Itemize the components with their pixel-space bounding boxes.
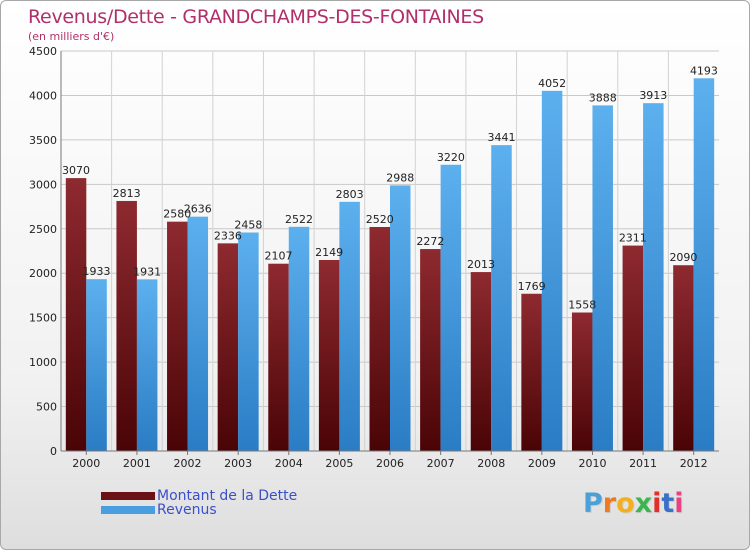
- bar-revenus: [136, 279, 158, 451]
- data-label-dette: 2311: [619, 232, 647, 245]
- data-label-dette: 2580: [163, 208, 191, 221]
- data-label-dette: 2107: [265, 250, 293, 263]
- x-tick-label: 2009: [528, 457, 556, 470]
- bar-revenus: [187, 216, 209, 451]
- x-tick-label: 2000: [72, 457, 100, 470]
- chart-title: Revenus/Dette - GRANDCHAMPS-DES-FONTAINE…: [28, 6, 484, 28]
- logo-letter: P: [583, 488, 603, 519]
- x-tick-label: 2011: [629, 457, 657, 470]
- bar-revenus: [440, 164, 462, 451]
- x-tick-label: 2007: [427, 457, 455, 470]
- data-label-revenus: 3888: [589, 91, 617, 104]
- bar-dette: [420, 249, 441, 451]
- bar-dette: [116, 200, 137, 451]
- legend-label-revenus: Revenus: [157, 502, 217, 518]
- logo-letter: t: [661, 488, 675, 519]
- y-tick-label: 1000: [29, 356, 57, 369]
- x-tick-label: 2012: [680, 457, 708, 470]
- y-tick-label: 0: [50, 445, 57, 458]
- chart-subtitle: (en milliers d'€): [28, 30, 115, 43]
- x-tick-label: 2005: [325, 457, 353, 470]
- data-label-revenus: 3220: [437, 151, 465, 164]
- data-label-revenus: 3441: [487, 131, 515, 144]
- bar-revenus: [390, 185, 411, 451]
- bar-dette: [622, 245, 644, 451]
- x-tick-label: 2004: [275, 457, 303, 470]
- data-label-revenus: 2522: [285, 213, 313, 226]
- bar-dette: [217, 243, 239, 451]
- data-label-revenus: 4052: [538, 77, 566, 90]
- logo-letter: i: [674, 488, 684, 519]
- y-tick-label: 3000: [29, 178, 57, 191]
- data-label-dette: 2336: [214, 229, 242, 242]
- bar-revenus: [643, 103, 664, 451]
- bar-dette: [673, 265, 694, 451]
- data-label-revenus: 2458: [234, 219, 262, 232]
- bar-dette: [167, 221, 188, 451]
- legend-label-debt: Montant de la Dette: [157, 488, 298, 504]
- data-label-dette: 2272: [416, 235, 444, 248]
- bar-dette: [268, 263, 289, 451]
- bars: [65, 78, 715, 452]
- bar-revenus: [86, 279, 107, 451]
- legend-item-debt: Montant de la Dette: [101, 488, 297, 504]
- y-tick-label: 1500: [29, 312, 57, 325]
- data-label-dette: 2520: [366, 213, 394, 226]
- bar-dette: [521, 293, 542, 451]
- y-tick-label: 3500: [29, 134, 57, 147]
- logo-letter: x: [634, 488, 653, 519]
- x-tick-label: 2010: [578, 457, 606, 470]
- x-tick-label: 2003: [224, 457, 252, 470]
- bar-revenus: [693, 78, 715, 452]
- data-label-dette: 2013: [467, 258, 495, 271]
- x-tick-label: 2006: [376, 457, 404, 470]
- bar-revenus: [491, 145, 512, 451]
- data-label-dette: 1769: [518, 280, 546, 293]
- data-label-dette: 2090: [669, 251, 697, 264]
- data-label-revenus: 2636: [184, 203, 212, 216]
- bar-revenus: [592, 105, 613, 452]
- x-tick-label: 2008: [477, 457, 505, 470]
- y-tick-label: 2000: [29, 267, 57, 280]
- bar-dette: [318, 259, 340, 451]
- data-label-dette: 3070: [62, 164, 90, 177]
- axes: 0 500 1000 1500 2000 2500 3000 3500 4000 4500 2000…: [29, 45, 719, 470]
- bar-dette: [65, 178, 87, 451]
- legend-swatch-debt: [101, 492, 155, 500]
- data-label-revenus: 2803: [336, 188, 364, 201]
- data-label-revenus: 1931: [133, 265, 161, 278]
- data-label-dette: 1558: [568, 299, 596, 312]
- data-label-revenus: 1933: [83, 265, 111, 278]
- bar-revenus: [339, 201, 360, 451]
- y-tick-label: 500: [36, 401, 57, 414]
- data-label-dette: 2813: [113, 187, 141, 200]
- y-tick-label: 4500: [29, 45, 57, 58]
- logo-letter: r: [602, 488, 617, 519]
- proxiti-logo: Proxiti: [583, 488, 684, 519]
- legend-swatch-revenus: [101, 506, 155, 514]
- x-tick-label: 2002: [174, 457, 202, 470]
- bar-revenus: [238, 232, 259, 451]
- y-tick-label: 2500: [29, 223, 57, 236]
- bar-revenus: [541, 90, 563, 452]
- bar-revenus: [288, 226, 310, 451]
- bar-dette: [571, 312, 593, 451]
- y-tick-label: 4000: [29, 89, 57, 102]
- data-label-revenus: 3913: [639, 89, 667, 102]
- bar-dette: [369, 227, 390, 451]
- logo-letter: i: [652, 488, 662, 519]
- data-label-dette: 2149: [315, 246, 343, 259]
- logo-letter: o: [616, 488, 635, 519]
- data-label-revenus: 2988: [386, 171, 414, 184]
- legend-item-revenus: Revenus: [101, 502, 217, 518]
- data-label-revenus: 4193: [690, 64, 718, 77]
- bar-dette: [470, 272, 492, 451]
- x-tick-label: 2001: [123, 457, 151, 470]
